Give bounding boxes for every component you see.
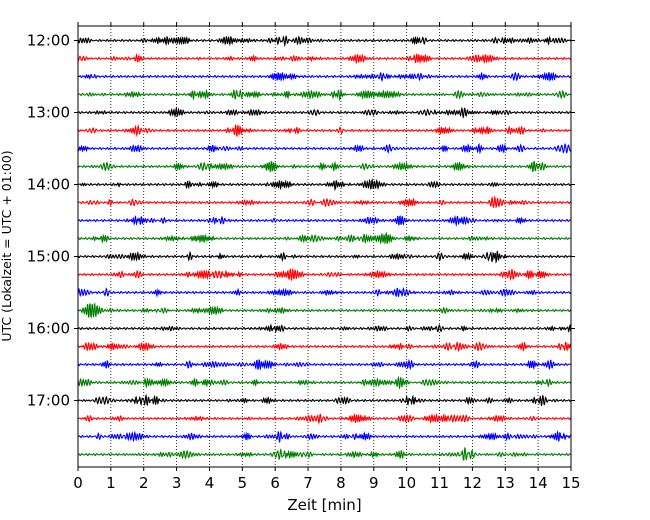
trace-line (77, 71, 572, 82)
seismic-traces (77, 35, 572, 461)
trace-line (77, 341, 572, 353)
trace-line (77, 393, 572, 407)
x-tick-label: 13 (496, 474, 515, 492)
x-tick-label: 12 (463, 474, 482, 492)
trace-line (77, 52, 572, 65)
x-tick-label: 14 (529, 474, 548, 492)
y-tick-label: 15:00 (27, 248, 70, 266)
x-tick-label: 3 (172, 474, 182, 492)
trace-line (77, 231, 572, 245)
y-axis-ticks: 12:00 13:00 14:00 15:00 16:00 17:00 (27, 32, 575, 410)
trace-line (77, 250, 572, 264)
trace-line (77, 412, 572, 425)
trace-line (77, 323, 572, 334)
x-tick-label: 6 (270, 474, 280, 492)
x-axis-ticks: 0 1 2 3 4 5 6 7 8 9 10 11 12 13 14 15 (73, 22, 581, 492)
x-tick-label: 11 (430, 474, 449, 492)
y-tick-label: 12:00 (27, 32, 70, 50)
trace-line (77, 358, 572, 371)
x-tick-label: 2 (139, 474, 149, 492)
trace-line (77, 375, 572, 390)
trace-line (78, 195, 572, 209)
x-tick-label: 7 (303, 474, 313, 492)
y-tick-label: 17:00 (27, 392, 70, 410)
trace-line (77, 177, 572, 192)
x-tick-label: 1 (106, 474, 116, 492)
trace-line (77, 267, 572, 282)
x-tick-label: 9 (369, 474, 379, 492)
trace-line (77, 302, 572, 319)
trace-line (77, 124, 572, 138)
trace-line (77, 446, 572, 461)
x-tick-label: 10 (397, 474, 416, 492)
trace-line (77, 142, 572, 155)
trace-line (77, 160, 572, 173)
trace-line (77, 287, 572, 298)
x-tick-label: 4 (205, 474, 215, 492)
trace-line (77, 88, 572, 102)
x-tick-label: 8 (336, 474, 346, 492)
x-axis-title: Zeit [min] (287, 496, 361, 514)
y-tick-label: 16:00 (27, 320, 70, 338)
y-tick-label: 14:00 (27, 176, 70, 194)
x-tick-label: 0 (73, 474, 83, 492)
y-axis-title: UTC (Lokalzeit = UTC + 01:00) (0, 150, 14, 341)
trace-line (77, 214, 572, 227)
y-tick-label: 13:00 (27, 104, 70, 122)
x-tick-label: 5 (238, 474, 248, 492)
plot-frame (77, 25, 572, 468)
trace-line (77, 106, 572, 119)
trace-line (78, 430, 572, 444)
x-tick-label: 15 (561, 474, 580, 492)
trace-line (77, 35, 572, 47)
